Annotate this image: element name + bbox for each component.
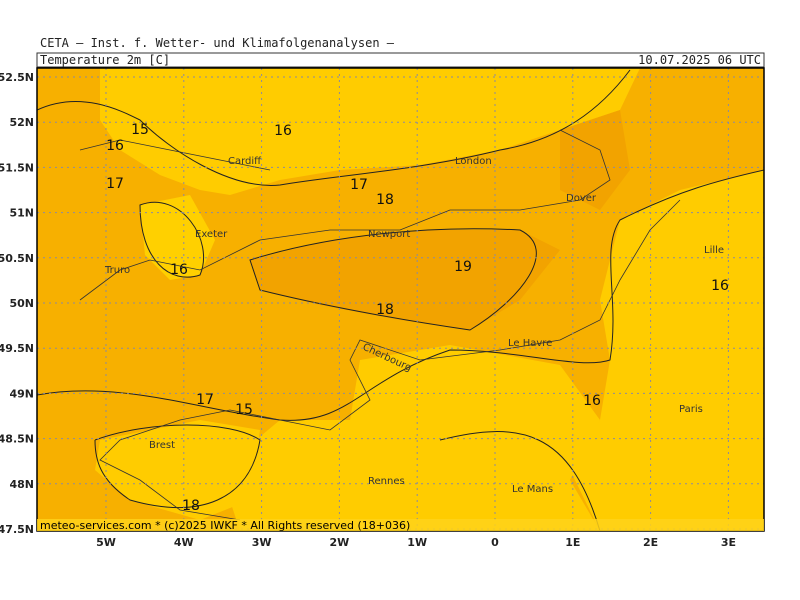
contour-label: 18 — [376, 302, 394, 318]
contour-label: 17 — [196, 392, 214, 408]
zone-warm — [560, 110, 630, 210]
lat-label: 51N — [9, 207, 34, 220]
isotherm — [439, 431, 601, 531]
zone-cool — [220, 345, 600, 531]
isotherm — [37, 69, 631, 186]
zone-cool — [140, 195, 215, 280]
lat-label: 50.5N — [0, 252, 34, 265]
isotherm — [94, 424, 261, 508]
contour-label: 17 — [350, 177, 368, 193]
city-label: Paris — [679, 404, 703, 415]
lon-label: 5W — [96, 536, 116, 549]
city-label: Lille — [704, 245, 724, 256]
lat-label: 49N — [9, 387, 34, 400]
isotherm — [139, 202, 205, 278]
lat-label: 48N — [9, 478, 34, 491]
city-label: Newport — [368, 229, 410, 240]
contour-label: 16 — [711, 278, 729, 294]
city-label: Rennes — [368, 476, 405, 487]
city-label: Dover — [566, 193, 597, 204]
city-label: Brest — [149, 440, 175, 451]
isotherm — [249, 228, 537, 331]
city-label: Cardiff — [228, 156, 262, 167]
contour-label: 16 — [170, 262, 188, 278]
zone-cool — [95, 420, 260, 520]
contour-label: 16 — [583, 393, 601, 409]
contour-label: 19 — [454, 259, 472, 275]
lat-label: 48.5N — [0, 433, 34, 446]
field-label: Temperature_2m_[C] — [40, 53, 170, 67]
city-label: Le Mans — [512, 484, 553, 495]
map: Cardiff London Dover Exeter Newport Trur… — [36, 67, 765, 532]
coastline — [99, 199, 681, 521]
lat-label: 52.5N — [0, 71, 34, 84]
city-label: Truro — [104, 265, 130, 276]
contour-label: 15 — [235, 402, 253, 418]
contour-label: 15 — [131, 122, 149, 138]
header-title: CETA — Inst. f. Wetter- und Klimafolgena… — [40, 36, 395, 50]
lon-label: 0 — [491, 536, 499, 549]
lat-label: 50N — [9, 297, 34, 310]
lon-label: 1W — [407, 536, 427, 549]
contour-label: 18 — [376, 192, 394, 208]
lat-label: 49.5N — [0, 342, 34, 355]
lon-label: 2W — [330, 536, 350, 549]
contour-label: 16 — [106, 138, 124, 154]
lat-label: 51.5N — [0, 161, 34, 174]
contour-label: 16 — [274, 123, 292, 139]
lon-label: 1E — [565, 536, 580, 549]
lon-label: 3E — [721, 536, 736, 549]
coastline — [79, 139, 271, 171]
valid-time: 10.07.2025 06 UTC — [638, 53, 761, 67]
footer-credit: meteo-services.com * (c)2025 IWKF * All … — [40, 519, 410, 532]
header-box — [36, 52, 765, 68]
zone-cool — [570, 170, 764, 531]
lat-label: 52N — [9, 116, 34, 129]
contour-label: 17 — [106, 176, 124, 192]
lon-label: 2E — [643, 536, 658, 549]
city-label: Le Havre — [508, 338, 552, 349]
lon-label: 3W — [252, 536, 272, 549]
lon-label: 4W — [174, 536, 194, 549]
footer-band — [37, 519, 764, 531]
lat-label: 47.5N — [0, 523, 34, 536]
contour-label: 18 — [182, 498, 200, 514]
city-label: London — [455, 156, 492, 167]
coastline — [79, 129, 611, 301]
city-label: Exeter — [195, 229, 228, 240]
